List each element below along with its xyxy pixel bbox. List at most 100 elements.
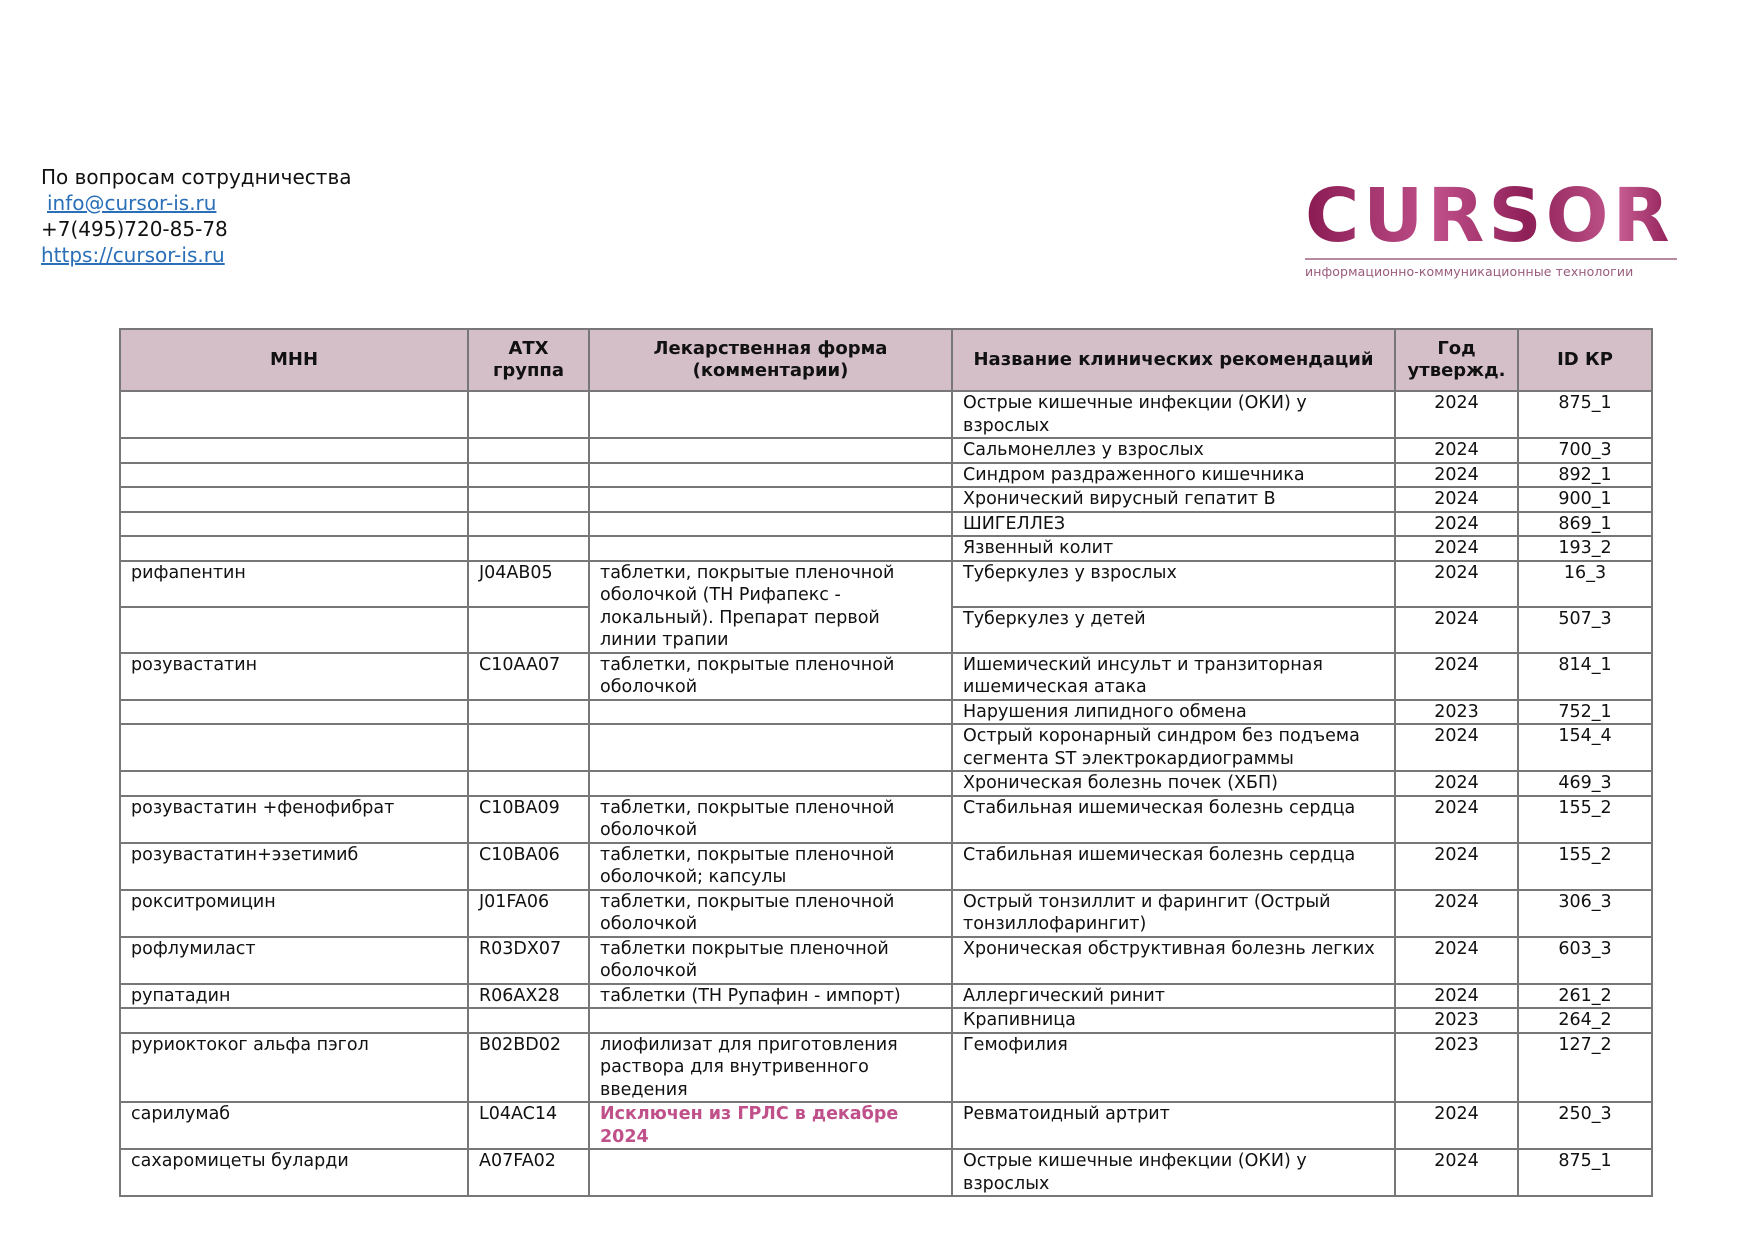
cell-guideline: Гемофилия bbox=[951, 1031, 1396, 1103]
logo-tagline: информационно-коммуникационные технологи… bbox=[1305, 264, 1634, 279]
cell-atc bbox=[467, 390, 590, 439]
cell-atc: C10BA09 bbox=[467, 794, 590, 844]
cell-id: 507_3 bbox=[1517, 605, 1653, 654]
cell-form bbox=[588, 390, 953, 439]
cell-year: 2023 bbox=[1394, 1007, 1519, 1034]
cell-atc: C10AA07 bbox=[467, 651, 590, 701]
cell-guideline: Острые кишечные инфекции (ОКИ) у взрослы… bbox=[951, 390, 1396, 439]
cell-mnn bbox=[119, 698, 469, 725]
cell-id: 700_3 bbox=[1517, 437, 1653, 464]
cell-atc bbox=[467, 535, 590, 562]
cell-year: 2024 bbox=[1394, 535, 1519, 562]
table-row: Синдром раздраженного кишечника 2024 892_1 bbox=[119, 461, 1653, 488]
phone-number: +7(495)720-85-78 bbox=[41, 217, 228, 241]
table-row: Острый коронарный синдром без подъема се… bbox=[119, 723, 1653, 772]
table-row: ШИГЕЛЛЕЗ 2024 869_1 bbox=[119, 510, 1653, 537]
cell-id: 155_2 bbox=[1517, 841, 1653, 891]
table-row: рупатадин R06AX28 таблетки (ТН Рупафин - и… bbox=[119, 982, 1653, 1009]
cell-form bbox=[588, 510, 953, 537]
cell-year: 2024 bbox=[1394, 437, 1519, 464]
table-row: розувастатин C10AA07 таблетки, покрытые пл… bbox=[119, 651, 1653, 701]
table-row: розувастатин +фенофибрат C10BA09 таблетки,… bbox=[119, 794, 1653, 844]
cell-mnn bbox=[119, 437, 469, 464]
table-row: рифапентин J04AB05 таблетки, покрытые плен… bbox=[119, 559, 1653, 654]
cell-mnn bbox=[119, 605, 469, 654]
cell-atc bbox=[467, 723, 590, 772]
cell-form bbox=[588, 698, 953, 725]
cell-id: 814_1 bbox=[1517, 651, 1653, 701]
cell-id: 250_3 bbox=[1517, 1101, 1653, 1150]
table-row: Острые кишечные инфекции (ОКИ) у взрослы… bbox=[119, 390, 1653, 439]
guidelines-table: МНН АТХ группа Лекарственная форма (комм… bbox=[119, 328, 1653, 1197]
table-row: Туберкулез у детей 2024 507_3 bbox=[119, 605, 1653, 654]
email-link[interactable]: info@cursor-is.ru bbox=[47, 191, 217, 215]
cell-guideline: Хроническая болезнь почек (ХБП) bbox=[951, 770, 1396, 797]
cell-form: таблетки (ТН Рупафин - импорт) bbox=[588, 982, 953, 1009]
cell-mnn bbox=[119, 770, 469, 797]
table-row: сахаромицеты буларди A07FA02 Острые кишечн… bbox=[119, 1148, 1653, 1197]
table-row: Крапивница 2023 264_2 bbox=[119, 1007, 1653, 1034]
cell-mnn bbox=[119, 461, 469, 488]
cell-guideline: Ревматоидный артрит bbox=[951, 1101, 1396, 1150]
cell-mnn: розувастатин bbox=[119, 651, 469, 701]
cell-form: таблетки, покрытые пленочной оболочкой; … bbox=[588, 841, 953, 891]
cell-guideline: Стабильная ишемическая болезнь сердца bbox=[951, 794, 1396, 844]
cell-form bbox=[588, 1007, 953, 1034]
cell-form: таблетки покрытые пленочной оболочкой bbox=[588, 935, 953, 985]
cell-guideline: Синдром раздраженного кишечника bbox=[951, 461, 1396, 488]
table-row: сарилумаб L04AC14 Исключен из ГРЛС в декаб… bbox=[119, 1101, 1653, 1150]
cell-guideline: Крапивница bbox=[951, 1007, 1396, 1034]
cell-atc bbox=[467, 461, 590, 488]
cell-guideline: Нарушения липидного обмена bbox=[951, 698, 1396, 725]
header-mnn: МНН bbox=[119, 328, 469, 392]
cell-mnn bbox=[119, 390, 469, 439]
cell-guideline: Хронический вирусный гепатит В bbox=[951, 486, 1396, 513]
cell-atc: A07FA02 bbox=[467, 1148, 590, 1197]
table-body: Острые кишечные инфекции (ОКИ) у взрослы… bbox=[119, 390, 1653, 1197]
cell-atc bbox=[467, 437, 590, 464]
cell-year: 2024 bbox=[1394, 1148, 1519, 1197]
header-year: Год утвержд. bbox=[1394, 328, 1519, 392]
cell-guideline: Аллергический ринит bbox=[951, 982, 1396, 1009]
table-row: Язвенный колит 2024 193_2 bbox=[119, 535, 1653, 562]
cursor-logo: CURSOR информационно-коммуникационные те… bbox=[1305, 178, 1677, 279]
cell-guideline: Острый тонзиллит и фарингит (Острый тонз… bbox=[951, 888, 1396, 938]
website-link[interactable]: https://cursor-is.ru bbox=[41, 243, 225, 267]
cell-atc: J04AB05 bbox=[467, 559, 590, 608]
table-row: рокситромицин J01FA06 таблетки, покрытые п… bbox=[119, 888, 1653, 938]
header-form: Лекарственная форма (комментарии) bbox=[588, 328, 953, 392]
cell-year: 2024 bbox=[1394, 486, 1519, 513]
cell-year: 2024 bbox=[1394, 510, 1519, 537]
contact-block: По вопросам сотрудничества info@cursor-i… bbox=[41, 164, 352, 268]
cell-id: 752_1 bbox=[1517, 698, 1653, 725]
cell-mnn: руриоктоког альфа пэгол bbox=[119, 1031, 469, 1103]
contact-heading: По вопросам сотрудничества bbox=[41, 165, 352, 189]
cell-mnn bbox=[119, 1007, 469, 1034]
cell-id: 154_4 bbox=[1517, 723, 1653, 772]
cell-mnn bbox=[119, 535, 469, 562]
cell-mnn bbox=[119, 486, 469, 513]
cell-atc bbox=[467, 486, 590, 513]
table-row: Нарушения липидного обмена 2023 752_1 bbox=[119, 698, 1653, 725]
cell-atc bbox=[467, 605, 590, 654]
cell-id: 869_1 bbox=[1517, 510, 1653, 537]
cell-year: 2024 bbox=[1394, 651, 1519, 701]
cell-year: 2023 bbox=[1394, 698, 1519, 725]
cell-guideline: Туберкулез у взрослых bbox=[951, 559, 1396, 608]
cell-mnn: рофлумиласт bbox=[119, 935, 469, 985]
cell-year: 2024 bbox=[1394, 794, 1519, 844]
cell-mnn: сарилумаб bbox=[119, 1101, 469, 1150]
cell-form bbox=[588, 486, 953, 513]
cell-guideline: Ишемический инсульт и транзиторная ишеми… bbox=[951, 651, 1396, 701]
cell-year: 2024 bbox=[1394, 770, 1519, 797]
cell-form bbox=[588, 437, 953, 464]
cell-id: 155_2 bbox=[1517, 794, 1653, 844]
table-row: Хроническая болезнь почек (ХБП) 2024 469_3 bbox=[119, 770, 1653, 797]
table-row: Сальмонеллез у взрослых 2024 700_3 bbox=[119, 437, 1653, 464]
header-atc: АТХ группа bbox=[467, 328, 590, 392]
table-row: рофлумиласт R03DX07 таблетки покрытые плен… bbox=[119, 935, 1653, 985]
cell-form: таблетки, покрытые пленочной оболочкой (… bbox=[588, 559, 953, 654]
cell-id: 264_2 bbox=[1517, 1007, 1653, 1034]
cell-mnn: розувастатин+эзетимиб bbox=[119, 841, 469, 891]
cell-id: 900_1 bbox=[1517, 486, 1653, 513]
